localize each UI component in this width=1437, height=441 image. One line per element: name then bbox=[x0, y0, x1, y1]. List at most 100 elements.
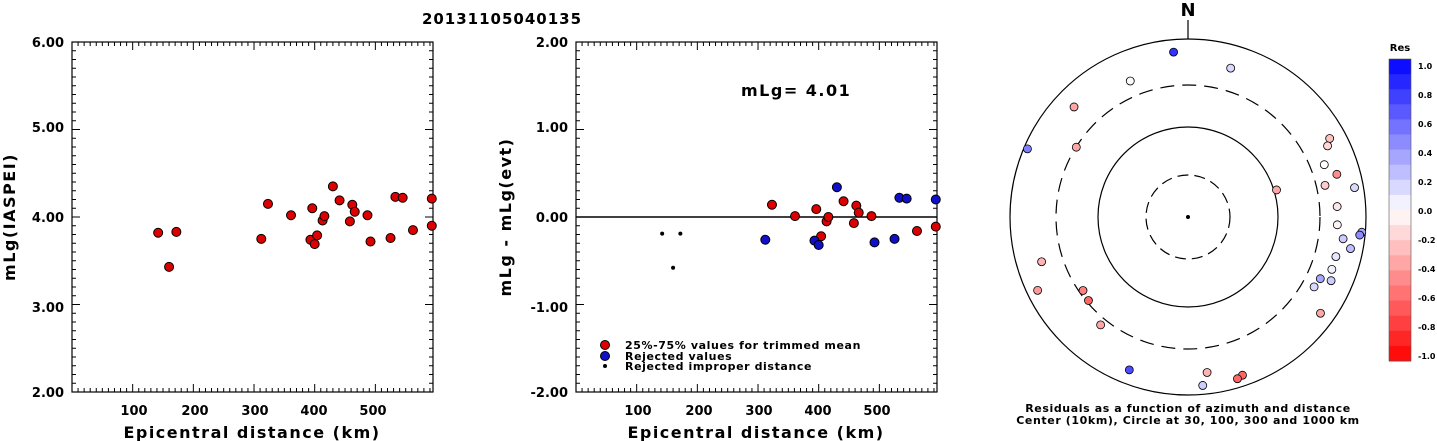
colorbar-cell bbox=[1389, 285, 1411, 302]
legend-label: 25%-75% values for trimmed mean bbox=[625, 339, 861, 352]
ring-300km bbox=[1055, 84, 1321, 350]
legend-label: Rejected improper distance bbox=[625, 360, 812, 373]
axis-ticks bbox=[72, 42, 433, 392]
legend-marker-improper bbox=[603, 364, 607, 368]
y-tick-label: 2.00 bbox=[536, 36, 568, 51]
station-point bbox=[1346, 244, 1355, 253]
station-point bbox=[1125, 76, 1135, 86]
station-point bbox=[1169, 47, 1178, 57]
y-tick-labels: -2.00 -1.00 0.00 1.00 2.00 bbox=[531, 36, 568, 401]
x-tick-label: 200 bbox=[685, 404, 712, 419]
legend-marker-accepted bbox=[600, 340, 610, 350]
colorbar-cell bbox=[1389, 194, 1411, 211]
station-point bbox=[1226, 63, 1236, 73]
data-point bbox=[319, 211, 330, 222]
colorbar-cell bbox=[1389, 345, 1411, 362]
colorbar-tick: 0.2 bbox=[1418, 178, 1432, 187]
data-point bbox=[256, 233, 267, 244]
x-tick-label: 500 bbox=[359, 404, 386, 419]
rejected-point bbox=[831, 182, 842, 193]
x-tick-labels: 100 200 300 400 500 bbox=[120, 404, 386, 419]
colorbar-tick: -1.0 bbox=[1418, 352, 1436, 361]
y-axis-label: mLg(IASPEI) bbox=[0, 153, 19, 281]
colorbar-cell bbox=[1389, 225, 1411, 241]
data-point bbox=[426, 193, 437, 204]
accepted-point bbox=[838, 196, 849, 207]
data-point bbox=[327, 181, 338, 192]
data-point bbox=[312, 230, 323, 241]
y-tick-label: 3.00 bbox=[32, 301, 64, 316]
accepted-point bbox=[853, 207, 864, 218]
colorbar-cell bbox=[1389, 240, 1411, 256]
colorbar-cells bbox=[1389, 59, 1411, 362]
caption-line1: Residuals as a function of azimuth and d… bbox=[1025, 402, 1351, 415]
station-point bbox=[1071, 142, 1081, 152]
improper-point bbox=[671, 265, 676, 270]
colorbar-tick: -0.8 bbox=[1418, 323, 1436, 332]
data-point bbox=[397, 192, 408, 203]
data-point bbox=[164, 261, 175, 272]
station-point bbox=[1033, 285, 1043, 295]
y-tick-label: 1.00 bbox=[536, 121, 568, 136]
y-tick-label: 4.00 bbox=[32, 211, 64, 226]
data-points bbox=[660, 182, 941, 270]
colorbar-cell bbox=[1389, 330, 1411, 347]
x-tick-label: 300 bbox=[745, 404, 772, 419]
station-point bbox=[1069, 102, 1079, 112]
data-point bbox=[426, 220, 437, 231]
colorbar-tick: 0.4 bbox=[1418, 149, 1433, 158]
ring-100km bbox=[1097, 126, 1279, 308]
y-tick-label: -1.00 bbox=[531, 301, 568, 316]
rejected-point bbox=[889, 233, 900, 244]
station-point bbox=[1309, 282, 1319, 292]
north-label: N bbox=[1180, 0, 1195, 21]
data-point bbox=[309, 239, 320, 250]
station-point bbox=[1084, 296, 1093, 305]
rejected-point bbox=[869, 237, 880, 248]
colorbar-cell bbox=[1389, 119, 1411, 135]
station-point bbox=[1325, 134, 1335, 143]
data-point bbox=[286, 210, 297, 221]
station-points bbox=[1023, 47, 1367, 390]
colorbar-cell bbox=[1389, 59, 1411, 75]
data-point bbox=[334, 195, 345, 206]
data-point bbox=[349, 206, 360, 217]
rejected-point bbox=[760, 234, 771, 245]
colorbar-tick: 0.0 bbox=[1418, 207, 1433, 216]
data-point bbox=[153, 227, 164, 238]
data-point bbox=[385, 233, 396, 243]
colorbar-frame bbox=[1388, 58, 1412, 362]
accepted-point bbox=[766, 199, 777, 210]
data-point bbox=[262, 198, 273, 209]
station-point bbox=[1037, 257, 1047, 267]
station-point bbox=[1319, 160, 1329, 170]
panel-residuals: -2.00 -1.00 0.00 1.00 2.00 100 200 300 4… bbox=[496, 36, 941, 441]
x-tick-label: 500 bbox=[863, 404, 890, 419]
x-tick-label: 400 bbox=[300, 404, 327, 419]
rejected-point bbox=[901, 193, 912, 204]
improper-point bbox=[678, 231, 683, 236]
station-point bbox=[1323, 141, 1332, 151]
panel-magnitude: 2.00 3.00 4.00 5.00 6.00 100 200 300 400… bbox=[0, 36, 437, 441]
panel-azimuth: N Residuals as a function of azimuth and… bbox=[1009, 0, 1367, 427]
colorbar-cell bbox=[1389, 149, 1411, 166]
x-tick-label: 400 bbox=[804, 404, 831, 419]
accepted-point bbox=[911, 226, 922, 236]
colorbar-tick: 0.8 bbox=[1418, 91, 1433, 100]
station-point bbox=[1316, 308, 1325, 318]
colorbar-cell bbox=[1389, 255, 1411, 271]
colorbar-tick: -0.2 bbox=[1418, 236, 1436, 245]
colorbar-ticks: 1.0 0.8 0.6 0.4 0.2 0.0 -0.2 -0.4 -0.6 -… bbox=[1418, 62, 1436, 361]
station-point bbox=[1198, 381, 1208, 390]
colorbar-title: Res bbox=[1390, 43, 1410, 54]
accepted-point bbox=[848, 218, 859, 229]
ring-30km bbox=[1145, 174, 1231, 260]
caption-line2: Center (10km), Circle at 30, 100, 300 an… bbox=[1016, 414, 1360, 427]
accepted-point bbox=[823, 212, 834, 222]
plot-frame bbox=[71, 41, 434, 393]
colorbar-tick: 0.6 bbox=[1418, 120, 1433, 129]
x-tick-label: 200 bbox=[181, 404, 208, 419]
y-tick-labels: 2.00 3.00 4.00 5.00 6.00 bbox=[32, 36, 64, 401]
rejected-point bbox=[813, 240, 824, 250]
